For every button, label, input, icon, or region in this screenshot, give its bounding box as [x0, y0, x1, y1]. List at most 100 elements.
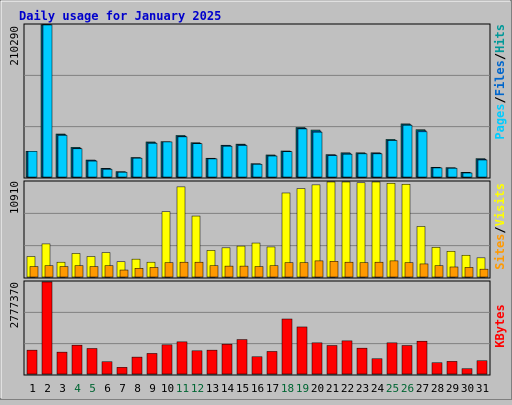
kbytes-panel [23, 280, 491, 376]
hits-files-pages-legend: Pages/Files/Hits [493, 24, 507, 140]
day-label-23: 23 [356, 382, 369, 395]
day-label-28: 28 [431, 382, 444, 395]
day-label-27: 27 [416, 382, 429, 395]
bar-kbytes-day-13 [206, 349, 218, 375]
day-label-5: 5 [89, 382, 96, 395]
bar-pages-day-29 [447, 168, 458, 178]
bar-pages-day-1 [27, 151, 38, 178]
bar-sites-day-17 [269, 265, 279, 278]
bar-sites-day-9 [149, 267, 159, 278]
day-label-8: 8 [134, 382, 141, 395]
bar-kbytes-day-23 [356, 347, 368, 375]
bar-pages-day-20 [312, 131, 323, 178]
legend-visits: Visits [493, 183, 507, 226]
day-label-25: 25 [386, 382, 399, 395]
bar-sites-day-23 [359, 262, 369, 278]
bar-sites-day-31 [479, 268, 489, 278]
day-label-20: 20 [311, 382, 324, 395]
bar-pages-day-10 [162, 141, 173, 178]
day-label-11: 11 [176, 382, 189, 395]
bar-kbytes-day-3 [56, 351, 68, 375]
bar-sites-day-30 [464, 267, 474, 278]
bar-pages-day-18 [282, 151, 293, 178]
bar-pages-day-4 [72, 148, 83, 178]
panel-visits-ymax-label: 10910 [8, 181, 21, 214]
bar-sites-day-11 [179, 261, 189, 278]
bar-sites-day-13 [209, 265, 219, 278]
day-label-29: 29 [446, 382, 459, 395]
bar-kbytes-day-26 [401, 345, 413, 375]
bar-pages-day-21 [327, 155, 338, 178]
day-label-22: 22 [341, 382, 354, 395]
bar-sites-day-26 [404, 262, 414, 278]
bar-pages-day-15 [237, 145, 248, 178]
bar-pages-day-13 [207, 158, 218, 178]
bar-kbytes-day-24 [371, 358, 383, 375]
day-label-18: 18 [281, 382, 294, 395]
bar-sites-day-19 [299, 262, 309, 278]
bar-kbytes-day-6 [101, 361, 113, 375]
bar-pages-day-17 [267, 155, 278, 178]
bar-kbytes-day-21 [326, 345, 338, 375]
bar-pages-day-26 [402, 125, 413, 178]
day-label-15: 15 [236, 382, 249, 395]
bar-pages-day-30 [462, 172, 473, 178]
legend-files: Files [493, 60, 507, 96]
bar-pages-day-12 [192, 143, 203, 178]
day-label-10: 10 [161, 382, 174, 395]
bar-pages-day-22 [342, 153, 353, 178]
bar-pages-day-3 [57, 135, 68, 178]
kbytes-legend: KBytes [493, 304, 507, 347]
svg-text:Sites/Visits: Sites/Visits [493, 183, 507, 270]
hits-files-pages-panel [23, 23, 491, 179]
bar-sites-day-12 [194, 261, 204, 278]
bar-kbytes-day-1 [26, 349, 38, 375]
bar-kbytes-day-20 [311, 342, 323, 375]
bar-sites-day-20 [314, 260, 324, 278]
bar-sites-day-5 [89, 266, 99, 278]
bar-sites-day-7 [119, 269, 129, 278]
bar-pages-day-23 [357, 153, 368, 178]
day-label-12: 12 [191, 382, 204, 395]
bar-sites-day-18 [284, 262, 294, 278]
svg-text:Pages/Files/Hits: Pages/Files/Hits [493, 24, 507, 140]
bar-pages-day-8 [132, 157, 143, 178]
bar-sites-day-28 [434, 265, 444, 278]
bar-kbytes-day-7 [116, 367, 128, 375]
bar-kbytes-day-28 [431, 362, 443, 375]
day-label-6: 6 [104, 382, 111, 395]
bar-kbytes-day-5 [86, 348, 98, 375]
day-label-17: 17 [266, 382, 279, 395]
bar-kbytes-day-31 [476, 360, 488, 375]
bar-pages-day-16 [252, 164, 263, 178]
bar-pages-day-31 [477, 159, 488, 178]
bar-kbytes-day-12 [191, 350, 203, 375]
legend-hits: Hits [493, 24, 507, 53]
bar-kbytes-day-11 [176, 341, 188, 375]
bar-pages-day-19 [297, 128, 308, 178]
legend-sep-3: / [493, 226, 507, 233]
day-label-24: 24 [371, 382, 385, 395]
bar-pages-day-11 [177, 136, 188, 178]
bar-sites-day-2 [44, 265, 54, 278]
bar-pages-day-24 [372, 153, 383, 178]
bar-sites-day-14 [224, 265, 234, 278]
day-label-26: 26 [401, 382, 414, 395]
bar-kbytes-day-16 [251, 356, 263, 375]
x-axis-day-labels: 1 2 3 4 5 6 7 8 9 10 11 12 13 14 15 16 17 18 19 20 21 22 23 24 2… [29, 382, 489, 395]
bar-sites-day-24 [374, 261, 384, 278]
bar-pages-day-5 [87, 160, 98, 178]
bar-sites-day-4 [74, 265, 84, 278]
panel-kbytes-ymax-label: 2777370 [8, 282, 21, 328]
panel-hits-ymax-label: 210290 [8, 26, 21, 66]
bar-pages-day-9 [147, 143, 158, 178]
bar-sites-day-10 [164, 262, 174, 278]
bar-sites-day-3 [59, 266, 69, 278]
legend-sep-2: / [493, 53, 507, 60]
bar-pages-day-25 [387, 140, 398, 178]
panel-background [23, 23, 491, 179]
bar-sites-day-8 [134, 268, 144, 278]
bar-pages-day-27 [417, 131, 428, 178]
bar-pages-day-6 [102, 169, 113, 178]
